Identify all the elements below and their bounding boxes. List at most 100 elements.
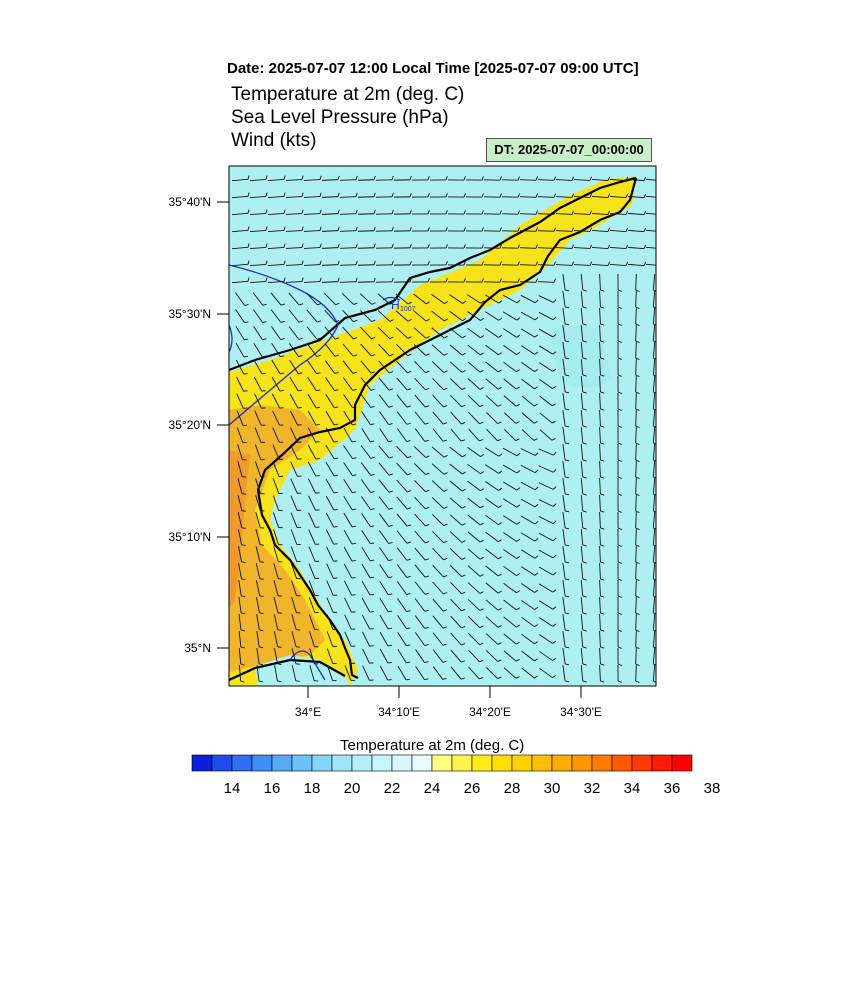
wind-barb xyxy=(599,273,601,291)
wind-barb-flag xyxy=(498,334,503,338)
wind-barb xyxy=(308,563,316,579)
wind-barb xyxy=(538,583,554,593)
wind-barb-flag xyxy=(351,440,357,443)
wind-barb-flag xyxy=(653,323,656,326)
colorbar-tick-label: 28 xyxy=(503,780,521,797)
wind-barb xyxy=(484,294,500,304)
wind-barb-flag xyxy=(565,289,570,292)
wind-barb-flag xyxy=(516,607,520,611)
wind-barb xyxy=(635,443,637,461)
wind-barb xyxy=(468,649,480,663)
wind-barb xyxy=(652,358,656,376)
wind-barb-flag xyxy=(516,521,521,525)
wind-barb xyxy=(467,378,481,390)
wind-barb-flag xyxy=(277,646,282,648)
wind-barb xyxy=(645,229,656,232)
wind-barb xyxy=(396,581,408,595)
wind-barb-flag xyxy=(424,575,430,578)
wind-barb-flag xyxy=(498,352,503,356)
wind-barb-flag xyxy=(301,209,304,214)
wind-barb-flag xyxy=(443,592,448,595)
wind-barb-flag xyxy=(461,505,466,509)
wind-barb-flag xyxy=(589,261,593,266)
wind-barb-flag xyxy=(479,404,484,407)
wind-barb xyxy=(307,444,317,460)
wind-barb xyxy=(252,292,264,306)
wind-barb xyxy=(285,264,303,266)
lon-label: 34°30'E xyxy=(560,705,602,719)
wind-barb xyxy=(432,581,444,595)
wind-barb xyxy=(599,443,601,461)
wind-barb-flag xyxy=(265,192,268,197)
colorbar-swatch xyxy=(491,754,513,772)
north-coastline xyxy=(229,176,637,372)
wind-barb-flag xyxy=(653,442,656,445)
wind-barb-flag xyxy=(409,175,412,181)
wind-barb xyxy=(361,496,371,510)
colorbar-swatch xyxy=(591,754,613,772)
wind-barb-flag xyxy=(533,438,538,441)
wind-barb-flag xyxy=(243,355,248,358)
wind-barb xyxy=(343,495,353,511)
wind-barb-flag xyxy=(653,357,656,360)
wind-barb xyxy=(326,597,334,613)
wind-barb xyxy=(580,511,584,529)
wind-barb xyxy=(378,343,390,357)
wind-barb-flag xyxy=(565,391,570,394)
wind-barb-flag xyxy=(443,609,448,612)
wind-barb-flag xyxy=(480,300,485,304)
wind-barb xyxy=(343,410,353,426)
wind-barb xyxy=(520,498,536,508)
wind-barb-flag xyxy=(516,573,521,577)
wind-barb xyxy=(360,479,372,493)
wind-barb xyxy=(599,613,601,631)
wind-barb-flag xyxy=(283,192,286,197)
wind-barb xyxy=(519,230,537,232)
colorbar-swatch xyxy=(231,754,253,772)
wind-barb xyxy=(344,580,352,596)
wind-barb xyxy=(652,528,656,546)
wind-barb-flag xyxy=(388,507,393,510)
wind-barb-flag xyxy=(600,544,605,547)
wind-barb xyxy=(635,324,637,342)
wind-barb-flag xyxy=(497,421,502,425)
wind-barb-flag xyxy=(533,420,538,424)
wind-barb-flag xyxy=(600,663,605,666)
wind-barb xyxy=(503,599,517,611)
wind-barb-flag xyxy=(553,451,557,456)
wind-barb xyxy=(236,410,244,426)
wind-barb xyxy=(291,580,297,596)
wind-barb-flag xyxy=(635,527,640,530)
land-hotter xyxy=(229,450,250,610)
wind-barb xyxy=(307,377,317,391)
wind-barb xyxy=(255,495,261,511)
wind-barb xyxy=(485,378,499,390)
wind-barb-flag xyxy=(635,646,640,649)
wind-barb-flag xyxy=(388,576,393,579)
wind-barb xyxy=(273,614,279,630)
wind-barb xyxy=(591,213,609,215)
wind-barb xyxy=(599,630,601,648)
wind-barb-flag xyxy=(565,493,570,496)
wind-barb xyxy=(432,411,444,425)
wind-barb xyxy=(285,196,303,198)
wind-barb-flag xyxy=(498,487,503,491)
wind-barb-flag xyxy=(653,680,656,683)
wind-barb-flag xyxy=(337,192,340,197)
wind-barb xyxy=(652,630,656,648)
wind-barb-flag xyxy=(406,405,411,408)
wind-barb xyxy=(235,325,245,341)
wind-barb xyxy=(339,179,357,181)
wind-barb-flag xyxy=(551,438,556,441)
wind-barb-flag xyxy=(463,193,466,198)
wind-barb xyxy=(503,616,517,628)
wind-barb xyxy=(267,264,285,266)
wind-barb-flag xyxy=(241,595,246,598)
wind-barb xyxy=(635,613,637,631)
wind-barb-flag xyxy=(463,261,466,266)
wind-barb-flag xyxy=(316,372,321,375)
wind-barb xyxy=(377,293,391,305)
wind-barb-flag xyxy=(497,404,502,407)
wind-barb xyxy=(378,394,390,408)
wind-barb xyxy=(343,394,353,408)
